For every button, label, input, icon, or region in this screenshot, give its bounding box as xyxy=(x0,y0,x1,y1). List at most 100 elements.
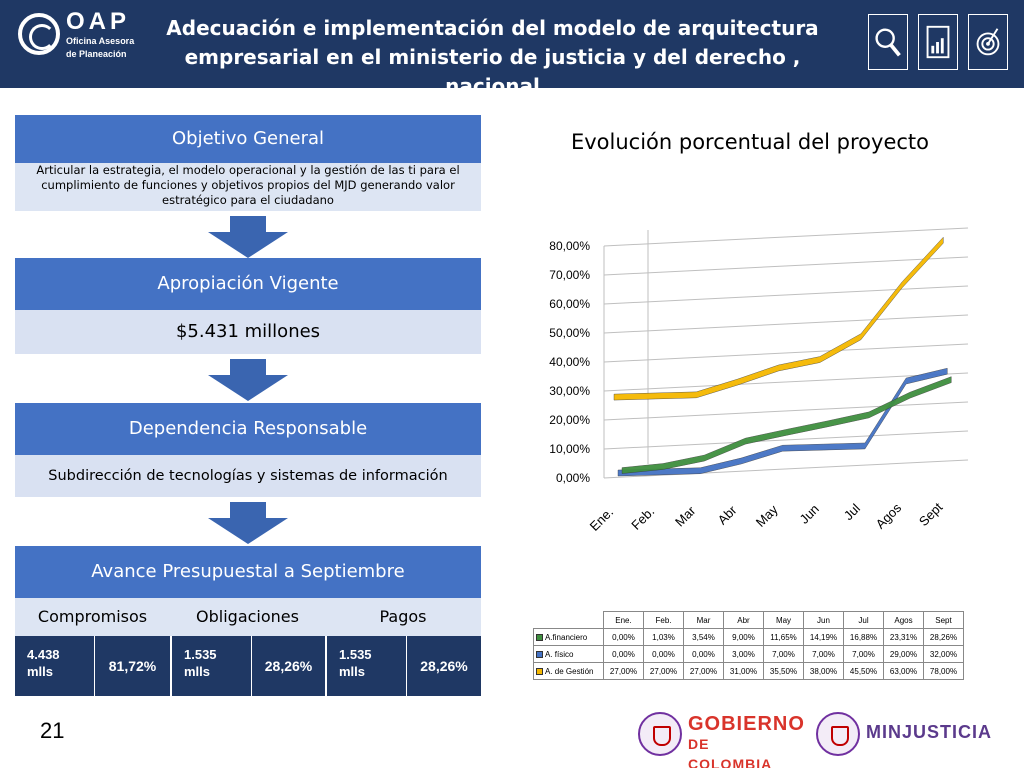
flow-arrow-1 xyxy=(208,216,288,258)
x-tick-label: Mar xyxy=(672,503,699,530)
table-cell: 63,00% xyxy=(883,662,924,680)
x-tick-label: May xyxy=(753,502,781,530)
y-tick-label: 50,00% xyxy=(549,326,590,340)
table-cell: 3,00% xyxy=(723,645,764,663)
x-tick-label: Jul xyxy=(841,501,863,523)
table-cell: 7,00% xyxy=(763,645,804,663)
report-document-icon xyxy=(918,14,958,70)
series-line-2 xyxy=(613,236,944,401)
obligaciones-percent: 28,26% xyxy=(252,636,325,696)
table-cell: 27,00% xyxy=(683,662,724,680)
apropiacion-value: $5.431 millones xyxy=(15,310,481,354)
table-cell: 28,26% xyxy=(923,628,964,646)
y-tick-label: 80,00% xyxy=(549,239,590,253)
colombia-seal-icon xyxy=(638,712,682,756)
x-tick-label: Ene. xyxy=(587,504,617,534)
table-header-row: Ene. Feb. Mar Abr May Jun Jul Agos Sept xyxy=(534,611,964,629)
chart-title: Evolución porcentual del proyecto xyxy=(570,130,930,154)
table-cell: 27,00% xyxy=(603,662,644,680)
flow-arrow-3 xyxy=(208,502,288,544)
series-legend-label: A. físico xyxy=(533,645,604,663)
table-cell: 0,00% xyxy=(683,645,724,663)
table-cell: 0,00% xyxy=(603,628,644,646)
series-line-1 xyxy=(617,367,948,477)
y-tick-label: 30,00% xyxy=(549,384,590,398)
table-row: A.financiero 0,00% 1,03% 3,54% 9,00% 11,65% 14… xyxy=(533,628,964,646)
header-bar: OAP Oficina Asesora de Planeación Adecua… xyxy=(0,0,1024,98)
compromisos-amount: 4.438 mlls xyxy=(15,636,95,696)
table-header-cell: Sept xyxy=(923,611,964,629)
table-cell: 45,50% xyxy=(843,662,884,680)
dependencia-heading: Dependencia Responsable xyxy=(15,403,481,455)
table-header-cell: Agos xyxy=(883,611,924,629)
table-row: A. de Gestión 27,00% 27,00% 27,00% 31,00% 35,… xyxy=(533,662,964,680)
table-cell: 78,00% xyxy=(923,662,964,680)
title-line-2: empresarial en el ministerio de justicia… xyxy=(184,45,801,98)
table-cell: 31,00% xyxy=(723,662,764,680)
magnifier-icon xyxy=(868,14,908,70)
line-chart: 80,00% 70,00% 60,00% 50,00% 40,00% 30,00% 20,0… xyxy=(549,227,969,534)
table-cell: 9,00% xyxy=(723,628,764,646)
pagos-amount: 1.535 mlls xyxy=(327,636,407,696)
page-number: 21 xyxy=(40,718,65,743)
gridline xyxy=(603,285,969,305)
table-header-cell: Mar xyxy=(683,611,724,629)
avance-heading: Avance Presupuestal a Septiembre xyxy=(15,546,481,598)
x-tick-label: Abr xyxy=(715,502,740,527)
table-cell: 1,03% xyxy=(643,628,684,646)
table-cell: 0,00% xyxy=(603,645,644,663)
gridline xyxy=(603,256,969,276)
table-cell: 23,31% xyxy=(883,628,924,646)
table-cell: 35,50% xyxy=(763,662,804,680)
table-row: A. físico 0,00% 0,00% 0,00% 3,00% 7,00% 7,00% 7… xyxy=(533,645,964,663)
gobierno-logo: GOBIERNO DE COLOMBIA xyxy=(688,713,805,768)
minjusticia-logo: MINJUSTICIA xyxy=(866,722,993,742)
gridline xyxy=(603,314,969,334)
gridline xyxy=(603,401,969,421)
x-tick-label: Feb. xyxy=(628,504,657,533)
x-tick-label: Sept xyxy=(916,499,946,529)
logo-subtitle-1: Oficina Asesora xyxy=(66,36,135,46)
y-tick-label: 60,00% xyxy=(549,297,590,311)
flow-arrow-2 xyxy=(208,359,288,401)
oap-logo: OAP Oficina Asesora de Planeación xyxy=(66,10,134,60)
y-tick-label: 40,00% xyxy=(549,355,590,369)
legend-swatch xyxy=(536,650,543,658)
obligaciones-amount: 1.535 mlls xyxy=(172,636,252,696)
compromisos-percent: 81,72% xyxy=(95,636,170,696)
table-header-cell: Jul xyxy=(843,611,884,629)
y-tick-label: 20,00% xyxy=(549,413,590,427)
y-tick-label: 70,00% xyxy=(549,268,590,282)
table-cell: 7,00% xyxy=(843,645,884,663)
series-legend-label: A. de Gestión xyxy=(533,662,604,680)
pagos-percent: 28,26% xyxy=(407,636,481,696)
legend-swatch xyxy=(536,633,543,641)
legend-swatch xyxy=(536,667,543,675)
table-cell: 29,00% xyxy=(883,645,924,663)
table-header-cell: Jun xyxy=(803,611,844,629)
title-line-1: Adecuación e implementación del modelo d… xyxy=(166,16,819,40)
table-cell: 3,54% xyxy=(683,628,724,646)
table-cell: 38,00% xyxy=(803,662,844,680)
x-tick-label: Jun xyxy=(796,501,821,526)
gridline xyxy=(603,459,969,479)
compromisos-label: Compromisos xyxy=(15,598,170,636)
chart-data-table: Ene. Feb. Mar Abr May Jun Jul Agos Sept A.financi… xyxy=(533,611,964,680)
obligaciones-label: Obligaciones xyxy=(170,598,325,636)
series-line-0 xyxy=(621,376,952,474)
table-cell: 0,00% xyxy=(643,645,684,663)
minjusticia-seal-icon xyxy=(816,712,860,756)
oap-logo-icon xyxy=(18,13,60,55)
apropiacion-heading: Apropiación Vigente xyxy=(15,258,481,310)
page-title: Adecuación e implementación del modelo d… xyxy=(140,14,845,101)
table-header-cell: May xyxy=(763,611,804,629)
y-tick-label: 0,00% xyxy=(556,471,590,485)
table-cell: 27,00% xyxy=(643,662,684,680)
gridline xyxy=(603,372,969,392)
x-tick-label: Agos xyxy=(873,500,905,532)
table-header-cell: Ene. xyxy=(603,611,644,629)
objetivo-heading: Objetivo General xyxy=(15,115,481,163)
dependencia-value: Subdirección de tecnologías y sistemas d… xyxy=(15,455,481,497)
table-cell: 14,19% xyxy=(803,628,844,646)
